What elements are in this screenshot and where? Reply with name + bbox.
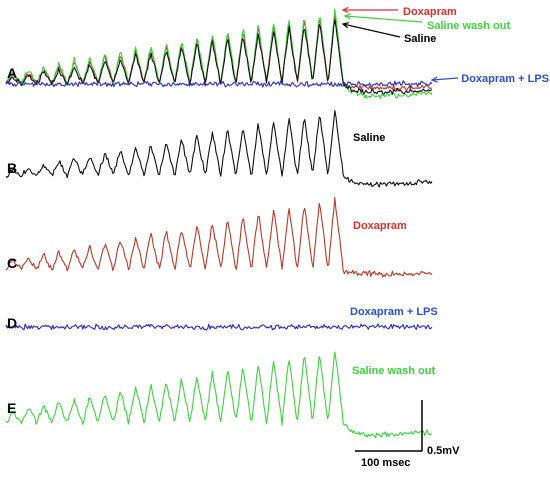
legend-arrowhead-saline <box>341 22 349 29</box>
panel-letter-e: E <box>7 400 16 416</box>
trace-d-doxapram-lps <box>5 323 433 331</box>
legend-label-saline-wash-out: Saline wash out <box>427 20 510 32</box>
legend-arrowhead-doxapram-lps <box>430 76 438 83</box>
panel-letter-a: A <box>7 65 17 81</box>
panel-letter-b: B <box>7 160 17 176</box>
trace-b-saline <box>5 110 433 188</box>
scale-bar-time-label: 100 msec <box>361 457 411 469</box>
trace-c-doxapram <box>5 197 433 278</box>
scale-bar-voltage-label: 0.5mV <box>427 445 460 457</box>
legend-arrow-saline <box>342 23 401 38</box>
legend-label-saline: Saline <box>404 33 436 45</box>
legend-arrowhead-saline-wash-out <box>343 13 351 20</box>
legend-arrow-saline-wash-out <box>344 15 423 23</box>
panel-label-b: Saline <box>353 132 385 144</box>
trace-a-saline <box>5 19 433 95</box>
panel-label-e: Saline wash out <box>352 365 435 377</box>
panel-label-d: Doxapram + LPS <box>350 306 438 318</box>
legend-label-doxapram-lps: Doxapram + LPS <box>461 73 549 85</box>
legend-arrow-doxapram-lps <box>431 77 459 81</box>
trace-e-saline-wash-out <box>5 351 433 439</box>
legend-label-doxapram: Doxapram <box>403 6 457 18</box>
legend-arrowhead-doxapram <box>341 6 349 14</box>
trace-a-doxapram-lps <box>5 80 433 88</box>
panel-label-c: Doxapram <box>353 220 407 232</box>
panel-letter-c: C <box>7 255 17 271</box>
panel-letter-d: D <box>7 315 17 331</box>
traces-layer <box>5 8 433 439</box>
